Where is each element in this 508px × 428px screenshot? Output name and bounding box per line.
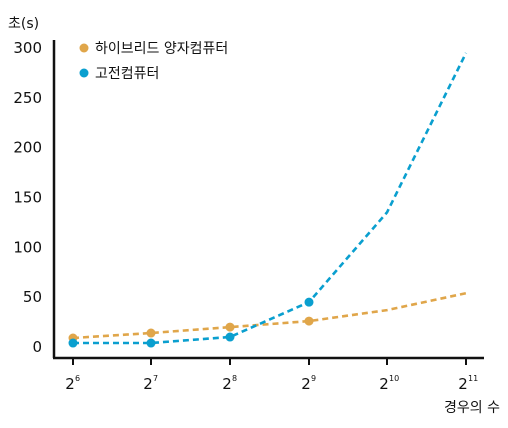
x-axis-label: 경우의 수 [444, 400, 500, 416]
y-tick-label: 0 [32, 338, 42, 356]
y-tick-label: 250 [13, 89, 42, 107]
series-line-1 [73, 52, 468, 345]
y-ticks: 0 50 100 150 200 250 300 [13, 39, 42, 356]
x-tick-exponent: 7 [153, 374, 158, 383]
x-tick-exponent: 9 [311, 374, 316, 383]
legend-label-1: 고전컴퓨터 [95, 66, 159, 82]
x-ticks: 2 6 2 7 2 8 2 9 2 10 2 11 [65, 358, 478, 393]
series-line-0 [72, 291, 467, 340]
x-tick-exponent: 11 [468, 374, 478, 383]
series-1-point [304, 297, 314, 307]
x-tick-exponent: 8 [232, 374, 237, 383]
y-tick-label: 200 [13, 139, 42, 157]
x-tick-base: 2 [379, 375, 389, 393]
y-axis-label: 초(s) [8, 16, 39, 32]
series-0-point [146, 328, 156, 338]
series-0-point [304, 316, 314, 326]
x-tick-base: 2 [458, 375, 468, 393]
legend-marker-1 [79, 68, 89, 78]
series-1-point [146, 338, 156, 348]
series-group [68, 52, 468, 348]
series-0-point [225, 322, 235, 332]
y-tick-label: 100 [13, 238, 42, 256]
x-tick-base: 2 [222, 375, 232, 393]
x-tick-exponent: 6 [75, 374, 80, 383]
series-1-point [225, 332, 235, 342]
legend-label-0: 하이브리드 양자컴퓨터 [95, 41, 228, 57]
series-1-point [68, 338, 78, 348]
y-tick-label: 300 [13, 39, 42, 57]
x-tick-exponent: 10 [389, 374, 399, 383]
x-tick-base: 2 [301, 375, 311, 393]
y-tick-label: 150 [13, 189, 42, 207]
x-tick-base: 2 [65, 375, 75, 393]
y-tick-label: 50 [23, 288, 42, 306]
legend-marker-0 [79, 43, 89, 53]
x-tick-base: 2 [143, 375, 153, 393]
